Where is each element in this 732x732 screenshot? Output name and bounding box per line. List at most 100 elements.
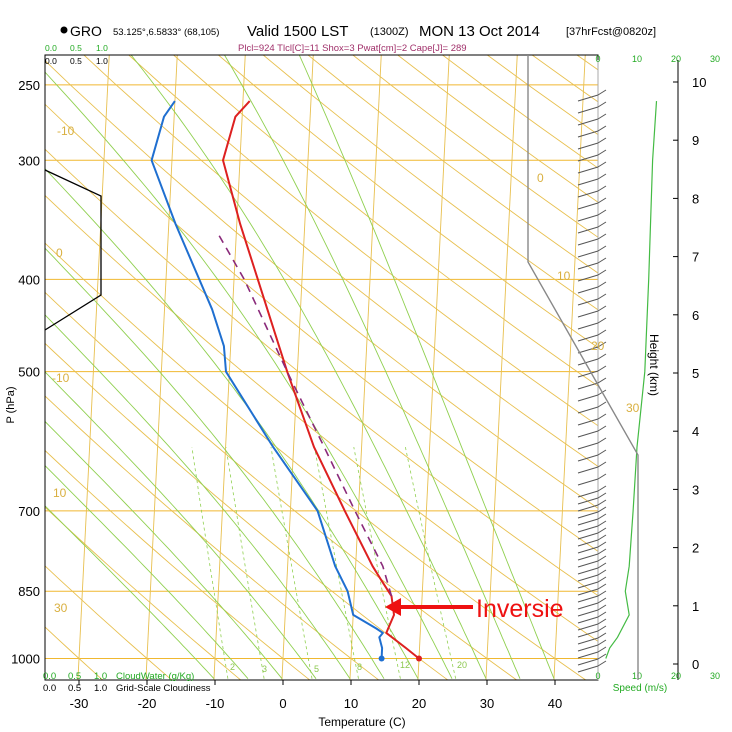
station-bullet-icon [60,26,68,34]
wind-barb-icon [577,394,599,402]
mixing-ratio-line [225,447,265,679]
moist-adiabat-line [45,464,249,679]
isotherm-line [145,55,178,680]
wind-barb-flag [597,639,607,646]
wind-barb-flag [597,305,607,312]
wind-barb-flag [597,137,607,144]
wind-barb-icon [577,94,599,102]
wind-barb-icon [577,581,599,589]
wind-barb-icon [577,658,599,666]
dry-adiabat-line [45,449,311,680]
wind-barb-flag [597,604,607,611]
cloudwater-top-tick: 0.5 [70,43,82,53]
wind-barb-flag [597,233,607,240]
wind-barb-icon [577,595,599,603]
wind-barb-flag [597,534,607,541]
dry-adiabat-line [45,148,598,597]
wind-barb-icon [577,214,599,222]
dry-adiabat-line [128,55,598,427]
sounding-params: Plcl=924 Tlcl[C]=11 Shox=3 Pwat[cm]=2 Ca… [238,43,467,54]
isotherm-line [689,0,724,698]
isotherm-line [485,55,518,680]
speed-tick-label: 30 [710,54,720,64]
dry-adiabat-line [45,565,173,680]
pressure-tick-label: 700 [18,504,40,519]
wind-barb-flag [597,485,607,492]
isotherm-line [77,55,110,680]
wind-barb-icon [577,202,599,210]
cloudiness-top-tick: 1.0 [96,56,108,66]
wind-barb-icon [577,310,599,318]
temperature-tick-label: 20 [412,696,426,711]
height-tick-label: 10 [692,75,706,90]
wind-barb-flag [597,513,607,520]
speed-axis-title: Speed (m/s) [613,683,667,694]
wind-barb-flag [597,197,607,204]
wind-barb-flag [597,611,607,618]
wind-barb-icon [577,637,599,645]
wind-barb-icon [577,238,599,246]
grid-value-label: 20 [591,339,605,353]
mixing-ratio-line [405,447,457,679]
pressure-tick-label: 500 [18,365,40,380]
isotherm-line [281,55,314,680]
wind-barb-flag [597,646,607,653]
cloudiness-tick-2: 1.0 [94,683,107,694]
dry-adiabat-line [576,55,598,71]
cloudwater-tick-0: 0.0 [43,671,56,682]
wind-barb-icon [577,651,599,659]
wind-barb-flag [597,541,607,548]
pressure-tick-label: 300 [18,153,40,168]
temperature-line [222,100,420,660]
height-tick-label: 3 [692,482,699,497]
wind-barb-icon [577,511,599,519]
height-tick-label: 2 [692,541,699,556]
wind-barb-icon [577,518,599,526]
mixing-ratio-label: 12 [400,660,410,670]
dry-adiabat-line [486,55,598,136]
wind-barb-icon [577,370,599,378]
wind-barb-flag [597,660,607,667]
height-speed-panel: 0 1 2 3 4 5 6 7 8 9 10 0 0 10 10 20 20 30 30 [527,54,720,681]
mixing-ratio-line [191,447,229,679]
wind-barb-icon [577,166,599,174]
wind-barb-flag [597,562,607,569]
wind-speed-line [605,101,658,659]
wind-barb-flag [597,293,607,300]
mixing-ratio-line [353,447,401,679]
mixing-ratio-label: 2 [230,662,235,672]
station-coords: 53.125°,6.5833° (68,105) [113,27,219,38]
wind-barb-flag [597,125,607,132]
wind-barb-flag [597,113,607,120]
cloudwater-tick-2: 1.0 [94,671,107,682]
wind-barb-flag [597,221,607,228]
wind-barb-flag [597,185,607,192]
wind-barb-icon [577,190,599,198]
wind-barb-flag [597,89,607,96]
forecast-date: MON 13 Oct 2014 [419,23,540,40]
wind-barb-icon [577,478,599,486]
cloudiness-tick-1: 0.5 [68,683,81,694]
height-tick-label: 0 [692,657,699,672]
height-tick-label: 9 [692,133,699,148]
surface-dewpoint-dot [378,655,385,662]
tropopause-marker [527,55,639,680]
wind-barb-flag [597,555,607,562]
thermo-grid [45,0,724,698]
wind-barb-icon [577,346,599,354]
temperature-tick-label: -30 [70,696,89,711]
wind-barb-flag [597,576,607,583]
valid-time: Valid 1500 LST [247,23,348,40]
height-axis-title: Height (km) [647,334,661,396]
wind-barb-icon [577,154,599,162]
wind-barb-icon [577,665,599,673]
isotherm-line [553,55,586,680]
wind-barb-icon [577,644,599,652]
cloudiness-top-tick: 0.5 [70,56,82,66]
speed-tick-label: 0 [595,54,600,64]
wind-barb-flag [597,329,607,336]
cloudwater-top-tick: 0.0 [45,43,57,53]
wind-barb-icon [577,382,599,390]
wind-barb-icon [577,250,599,258]
wind-barb-flag [597,353,607,360]
